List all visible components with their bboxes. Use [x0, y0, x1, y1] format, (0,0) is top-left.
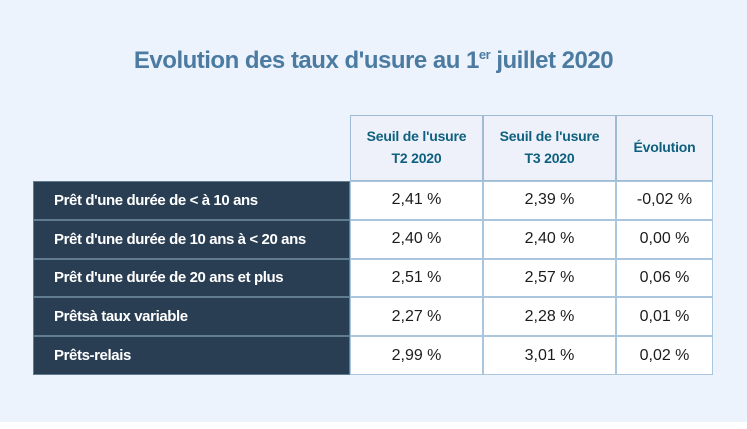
column-header-evolution: Évolution [616, 115, 713, 181]
cell-evolution-row-1: 0,00 % [616, 219, 713, 259]
cell-evolution-row-0: -0,02 % [616, 181, 713, 220]
cell-t3-row-0: 2,39 % [483, 181, 616, 220]
cell-t2-row-1: 2,40 % [350, 219, 483, 259]
column-header-title: Seuil de l'usure [366, 128, 467, 145]
cell-evolution-row-2: 0,06 % [616, 258, 713, 298]
cell-t3-row-1: 2,40 % [483, 219, 616, 259]
cell-t2-row-0: 2,41 % [350, 181, 483, 220]
cell-t2-row-3: 2,27 % [350, 297, 483, 337]
cell-evolution-row-4: 0,02 % [616, 336, 713, 375]
page-title-superscript: er [478, 47, 491, 62]
page-title-suffix: juillet 2020 [490, 47, 614, 74]
cell-t2-row-4: 2,99 % [350, 336, 483, 375]
usury-rates-table: Seuil de l'usure T2 2020 Seuil de l'usur… [33, 115, 713, 375]
column-header-t2-2020: Seuil de l'usure T2 2020 [350, 115, 483, 181]
row-label-variable-rate: Prêtsà taux variable [33, 297, 350, 337]
table-corner-spacer [33, 115, 350, 181]
cell-evolution-row-3: 0,01 % [616, 297, 713, 337]
page-title-prefix: Evolution des taux d'usure au 1 [133, 47, 479, 74]
row-label-duration-under-10: Prêt d'une durée de < à 10 ans [33, 181, 350, 220]
column-header-t3-2020: Seuil de l'usure T3 2020 [483, 115, 616, 181]
bottom-white-strip [0, 422, 747, 429]
cell-t2-row-2: 2,51 % [350, 258, 483, 298]
column-header-title: Évolution [633, 139, 696, 156]
row-label-bridge-loans: Prêts-relais [33, 336, 350, 375]
row-label-duration-10-to-20: Prêt d'une durée de 10 ans à < 20 ans [33, 219, 350, 259]
page-title: Evolution des taux d'usure au 1er juille… [0, 47, 747, 75]
cell-t3-row-4: 3,01 % [483, 336, 616, 375]
cell-t3-row-2: 2,57 % [483, 258, 616, 298]
row-label-duration-over-20: Prêt d'une durée de 20 ans et plus [33, 258, 350, 298]
column-header-subtitle: T2 2020 [391, 150, 442, 166]
column-header-title: Seuil de l'usure [499, 128, 600, 145]
column-header-subtitle: T3 2020 [524, 150, 575, 166]
cell-t3-row-3: 2,28 % [483, 297, 616, 337]
